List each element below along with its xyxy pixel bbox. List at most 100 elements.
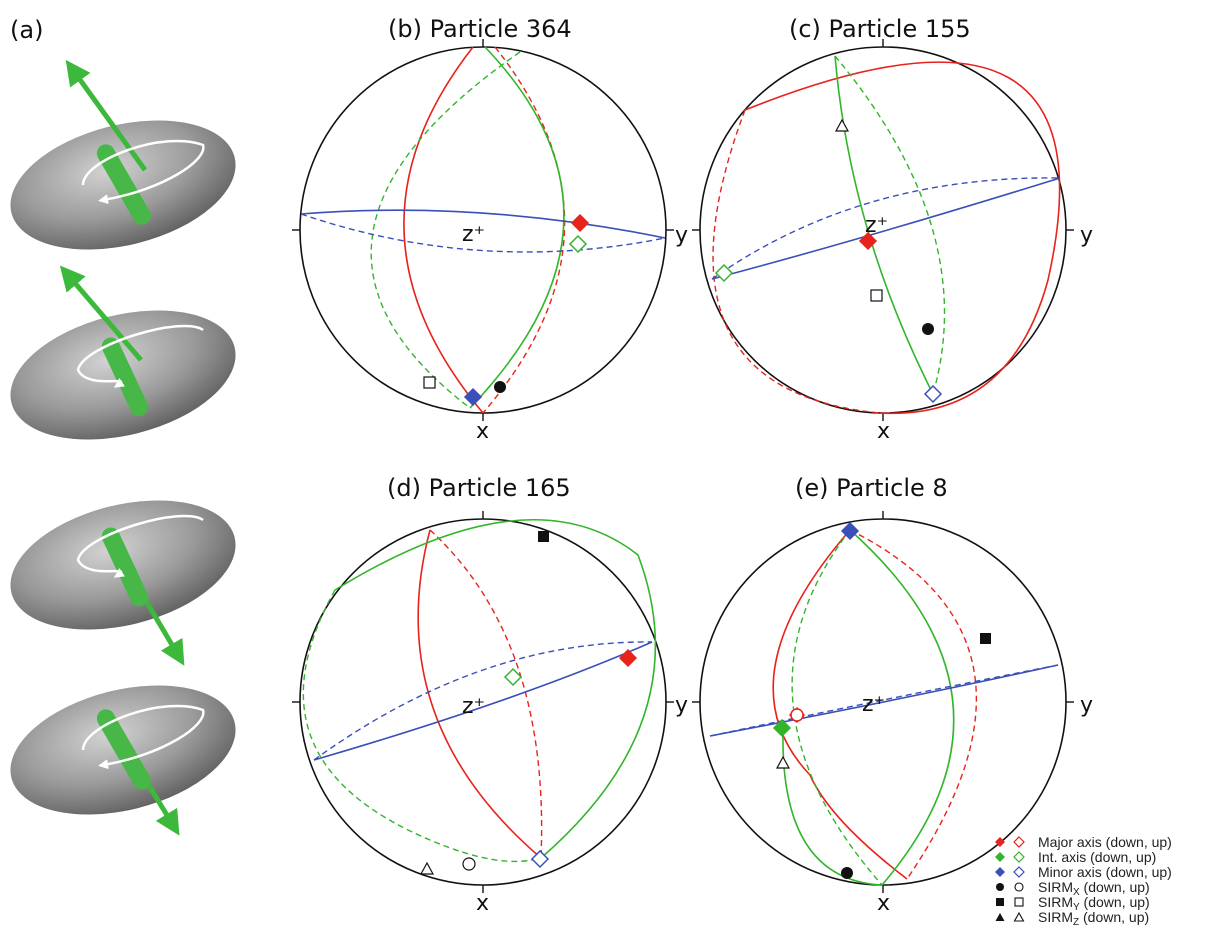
int-axis-great-circle-solid <box>334 518 657 859</box>
sirm-y-up-symbol <box>1014 897 1024 907</box>
legend-row-minor: Minor axis (down, up) <box>995 864 1172 880</box>
major-axis-great-circle-dashed <box>849 529 977 880</box>
major-axis-great-circle-dashed <box>482 46 566 414</box>
legend-sirm-y-label: SIRMY (down, up) <box>1038 894 1150 913</box>
major-axis-great-circle-solid <box>403 46 484 414</box>
minor-axis-down-marker <box>463 387 483 407</box>
int-down-symbol <box>995 852 1005 862</box>
major-axis-great-circle-dashed <box>429 529 543 859</box>
panel-title: (c) Particle 155 <box>789 15 971 43</box>
major-axis-great-circle-dashed <box>712 109 881 414</box>
sirm-z-down-symbol <box>995 913 1005 921</box>
minor-axis-down-marker <box>840 521 860 541</box>
sirm-z-up-marker <box>775 755 791 769</box>
sirm-x-up-symbol <box>1014 882 1024 892</box>
legend-row-sirm-y: SIRMY (down, up) <box>996 894 1150 913</box>
y-axis-label: y <box>675 693 688 718</box>
major-axis-up-marker-ring <box>790 708 804 722</box>
z-axis-label: z⁺ <box>462 694 485 719</box>
rotation-axis-arrow <box>59 265 143 362</box>
panel-title: (d) Particle 165 <box>387 474 571 502</box>
axis-rod <box>101 337 149 417</box>
y-axis-label: y <box>1080 223 1093 248</box>
x-axis-label: x <box>877 419 890 444</box>
particle-illustration-4 <box>10 685 236 836</box>
legend-int-label: Int. axis (down, up) <box>1038 849 1156 865</box>
major-down-symbol <box>995 837 1005 847</box>
sirm-z-up-marker <box>834 118 850 132</box>
int-axis-up-marker <box>568 234 588 254</box>
rotation-loop <box>81 704 205 770</box>
sirm-x-down-marker <box>494 381 506 393</box>
minor-axis-up-marker <box>923 384 943 404</box>
minor-axis-great-circle-dashed <box>300 213 666 253</box>
legend: Major axis (down, up) Int. axis (down, u… <box>995 834 1172 928</box>
stereonet-panel-e: (e) Particle 8 z⁺ y x <box>692 474 1093 916</box>
minor-axis-great-circle-solid <box>709 664 1059 737</box>
particle-illustration-1 <box>10 59 236 250</box>
int-axis-great-circle-dashed <box>791 529 883 886</box>
rotation-loop <box>81 139 205 205</box>
y-axis-label: y <box>1080 693 1093 718</box>
legend-row-major: Major axis (down, up) <box>995 834 1172 850</box>
rotation-loop <box>76 514 204 578</box>
int-axis-great-circle-dashed <box>370 51 521 409</box>
x-axis-label: x <box>476 891 489 916</box>
rotation-loop <box>76 324 204 388</box>
panel-a-label: (a) <box>10 16 43 44</box>
int-up-symbol <box>1013 851 1025 863</box>
axis-rod <box>96 144 151 225</box>
major-axis-down-marker <box>570 213 590 233</box>
minor-axis-great-circle-solid <box>711 177 1061 280</box>
major-axis-down-marker <box>858 231 878 251</box>
int-axis-great-circle-solid <box>834 55 934 395</box>
sirm-x-up-marker <box>462 857 476 871</box>
sirm-z-up-marker <box>419 861 435 875</box>
axis-rod <box>96 709 151 790</box>
int-axis-great-circle-dashed <box>302 589 542 863</box>
major-axis-great-circle-solid <box>417 529 542 859</box>
sirm-y-down-symbol <box>996 898 1004 906</box>
z-axis-label: z⁺ <box>862 692 885 717</box>
minor-axis-up-marker <box>530 849 550 869</box>
minor-axis-great-circle-solid <box>300 209 666 239</box>
legend-row-sirm-z: SIRMZ (down, up) <box>995 909 1149 928</box>
stereonet-panel-c: (c) Particle 155 z⁺ y x <box>692 15 1093 444</box>
int-axis-great-circle-dashed <box>834 55 946 395</box>
int-axis-up-marker <box>714 263 734 283</box>
major-axis-down-marker <box>618 648 638 668</box>
sirm-y-up-marker <box>423 376 436 389</box>
x-axis-label: x <box>476 419 489 444</box>
sirm-x-down-symbol <box>996 883 1004 891</box>
minor-down-symbol <box>995 867 1005 877</box>
y-axis-label: y <box>675 223 688 248</box>
int-axis-great-circle-solid <box>469 46 565 409</box>
major-axis-great-circle-solid <box>744 61 1061 415</box>
panel-a: (a) <box>10 16 236 836</box>
int-axis-down-marker <box>772 718 792 738</box>
legend-sirm-z-label: SIRMZ (down, up) <box>1038 909 1149 928</box>
minor-up-symbol <box>1013 866 1025 878</box>
sirm-y-down-marker <box>980 633 991 644</box>
rotation-axis-arrow <box>65 59 148 172</box>
panel-title: (e) Particle 8 <box>795 474 948 502</box>
sirm-y-down-marker <box>538 531 549 542</box>
int-axis-great-circle-solid <box>782 529 955 886</box>
legend-major-label: Major axis (down, up) <box>1038 834 1172 850</box>
particle-illustration-2 <box>10 265 236 440</box>
legend-minor-label: Minor axis (down, up) <box>1038 864 1172 880</box>
minor-axis-great-circle-dashed <box>709 664 1059 737</box>
minor-axis-great-circle-solid <box>313 641 653 761</box>
sirm-x-down-marker <box>841 867 853 879</box>
axis-rod <box>101 527 149 607</box>
sirm-z-up-symbol <box>1013 911 1025 922</box>
sirm-y-up-marker <box>870 289 883 302</box>
legend-sirm-x-label: SIRMX (down, up) <box>1038 879 1150 898</box>
stereonet-panel-b: (b) Particle 364 z⁺ y x <box>292 15 688 444</box>
major-axis-great-circle-solid <box>772 529 908 880</box>
panel-title: (b) Particle 364 <box>388 15 572 43</box>
z-axis-label: z⁺ <box>865 213 888 238</box>
minor-axis-great-circle-dashed <box>313 641 653 761</box>
major-up-symbol <box>1013 836 1025 848</box>
